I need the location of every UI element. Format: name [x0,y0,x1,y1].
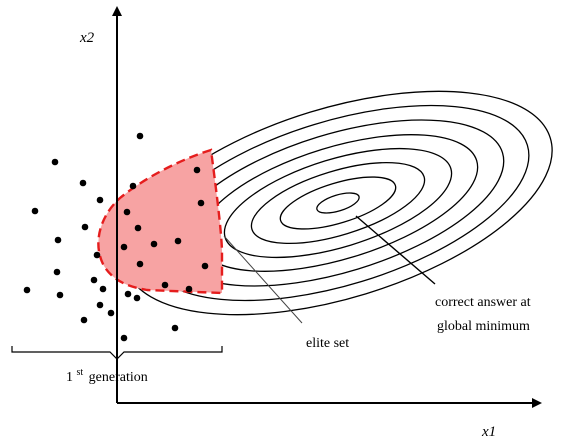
generation-bracket [11,346,223,360]
point [129,182,137,190]
point [54,236,62,244]
point [120,334,128,342]
point [185,285,193,293]
elite-set-region [97,148,224,295]
elite-callout-line [223,235,303,324]
point [79,179,87,187]
point [161,281,169,289]
point [80,316,88,324]
answer-label-line2: global minimum [437,319,530,334]
point [136,260,144,268]
point [96,301,104,309]
minimum-callout-line [355,215,436,285]
y-axis-label-text: x2 [79,30,95,46]
point [150,240,158,248]
contour-ring-5 [197,134,479,272]
x-axis-label: x1 [481,424,496,440]
point [51,158,59,166]
point [81,223,89,231]
point [134,224,142,232]
contour-ring-3 [250,161,426,245]
point [193,166,201,174]
generation-word: generation [89,370,148,385]
point [171,324,179,332]
point [197,199,205,207]
point [31,207,39,215]
point [123,208,131,216]
x-axis-label-text: x1 [481,424,496,440]
population-points [23,132,209,342]
contour-ring-1 [316,192,360,214]
generation-label: 1 st generation [66,364,148,385]
point [53,268,61,276]
point [133,294,141,302]
point [136,132,144,140]
elite-set-label: elite set [306,336,349,351]
point [120,243,128,251]
point [174,237,182,245]
point [99,285,107,293]
y-axis-label: x2 [79,30,95,46]
answer-label-line1: correct answer at [435,295,531,310]
point [107,309,115,317]
contour-ring-2 [279,176,397,230]
point [23,286,31,294]
point [90,276,98,284]
point [201,262,209,270]
point [96,196,104,204]
generation-number: 1 [66,370,73,385]
point [124,290,132,298]
point [56,291,64,299]
point [93,251,101,259]
generation-superscript: st [77,367,84,378]
